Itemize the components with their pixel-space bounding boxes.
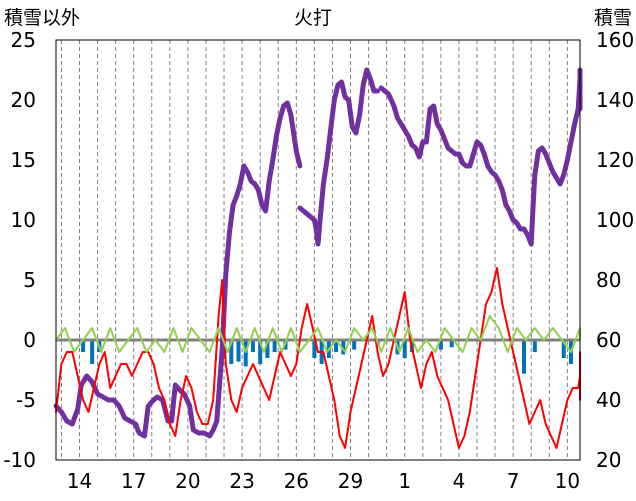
right-tick-label: 140 [596, 88, 634, 112]
bar [90, 340, 95, 364]
bar [521, 340, 526, 374]
x-tick-label: 23 [229, 469, 254, 493]
x-tick-label: 29 [338, 469, 363, 493]
bar [561, 340, 566, 358]
left-axis-title: 積雪以外 [4, 7, 80, 29]
bar [243, 340, 248, 367]
left-tick-label: 0 [23, 328, 36, 352]
left-tick-label: -10 [3, 448, 36, 472]
x-tick-label: 10 [555, 469, 580, 493]
series-line [378, 67, 583, 247]
series-line [55, 315, 581, 353]
x-tick-label: 20 [175, 469, 200, 493]
bar [532, 340, 537, 352]
right-tick-label: 120 [596, 148, 634, 172]
bar [402, 340, 407, 358]
left-tick-label: 20 [11, 88, 36, 112]
bar [334, 340, 339, 352]
x-tick-label: 4 [453, 469, 466, 493]
left-tick-label: 10 [11, 208, 36, 232]
series-line [55, 267, 581, 449]
bar [352, 340, 357, 350]
x-tick-labels: 14 17 20 23 26 29 1 4 7 10 [67, 469, 580, 493]
bar [312, 340, 317, 358]
left-tick-label: 15 [11, 148, 36, 172]
right-tick-label: 20 [596, 448, 621, 472]
bar [229, 340, 234, 364]
right-tick-label: 40 [596, 388, 621, 412]
right-tick-label: 160 [596, 28, 634, 52]
x-tick-label: 17 [121, 469, 146, 493]
right-tick-labels: 160 140 120 100 80 60 40 20 [596, 28, 634, 472]
bar [236, 340, 241, 362]
bar [449, 340, 454, 348]
right-tick-label: 60 [596, 328, 621, 352]
plot-frame [55, 39, 581, 461]
x-tick-label: 7 [507, 469, 520, 493]
line-series [53, 67, 583, 449]
bar [272, 340, 277, 352]
left-tick-label: 25 [11, 28, 36, 52]
bar [250, 340, 255, 352]
bar [438, 340, 443, 350]
x-tick-label: 26 [284, 469, 309, 493]
right-tick-label: 100 [596, 208, 634, 232]
series-line [297, 67, 381, 247]
bar [265, 340, 270, 358]
right-axis-title: 積雪 [594, 7, 632, 29]
left-tick-label: 5 [23, 268, 36, 292]
bar [81, 340, 86, 352]
x-tick-label: 1 [398, 469, 411, 493]
bar [258, 340, 263, 364]
bar [341, 340, 346, 355]
left-tick-labels: 25 20 15 10 5 0 -5 -10 [3, 28, 36, 472]
chart-title: 火打 [294, 7, 332, 29]
right-tick-label: 80 [596, 268, 621, 292]
vertical-gridlines [60, 40, 568, 460]
x-tick-label: 14 [67, 469, 92, 493]
left-tick-label: -5 [16, 388, 36, 412]
series-line [53, 100, 303, 439]
